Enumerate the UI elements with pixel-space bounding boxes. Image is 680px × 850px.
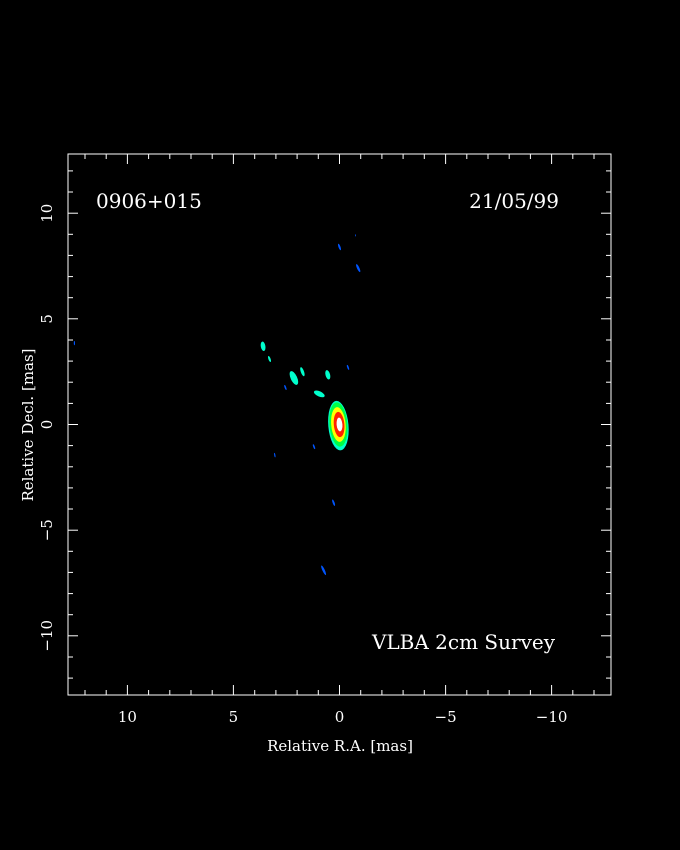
- emission-feature-level-1: [300, 367, 305, 377]
- survey-label: VLBA 2cm Survey: [371, 630, 556, 654]
- y-tick-label: −10: [38, 620, 56, 652]
- y-axis-title: Relative Decl. [mas]: [19, 348, 37, 501]
- emission-feature-level-0: [332, 499, 336, 506]
- emission-feature-level-0: [346, 364, 350, 370]
- x-tick-label: 5: [229, 708, 239, 726]
- emission-feature-level-0: [274, 452, 276, 458]
- source-name-label: 0906+015: [96, 189, 202, 213]
- emission-feature-level-0: [356, 264, 361, 273]
- emission-feature-level-5: [336, 417, 343, 432]
- emission-feature-level-1: [267, 355, 272, 363]
- x-tick-label: 10: [118, 708, 137, 726]
- emission-feature-level-0: [312, 444, 316, 450]
- x-tick-label: 0: [335, 708, 345, 726]
- emission-feature-level-0: [321, 565, 327, 576]
- x-tick-label: −10: [536, 708, 568, 726]
- emission-feature-level-1: [325, 370, 331, 380]
- y-tick-label: 5: [38, 314, 56, 324]
- observation-date-label: 21/05/99: [469, 189, 559, 213]
- emission-features: [73, 234, 361, 576]
- x-axis-title: Relative R.A. [mas]: [267, 737, 413, 755]
- y-tick-label: 0: [38, 420, 56, 430]
- y-tick-label: 10: [38, 204, 56, 223]
- axis-tick-labels: 10 5 0 −5 −10 10 5 0 −5 −10: [38, 204, 567, 726]
- emission-feature-level-1: [289, 371, 299, 385]
- emission-feature-level-0: [355, 234, 356, 237]
- axis-ticks: [68, 154, 611, 695]
- emission-feature-level-0: [338, 243, 341, 251]
- y-tick-label: −5: [38, 519, 56, 541]
- emission-feature-level-0: [284, 385, 287, 390]
- emission-feature-level-1: [260, 341, 266, 352]
- x-tick-label: −5: [435, 708, 457, 726]
- emission-feature-level-1: [313, 390, 325, 398]
- emission-feature-level-0: [73, 341, 75, 346]
